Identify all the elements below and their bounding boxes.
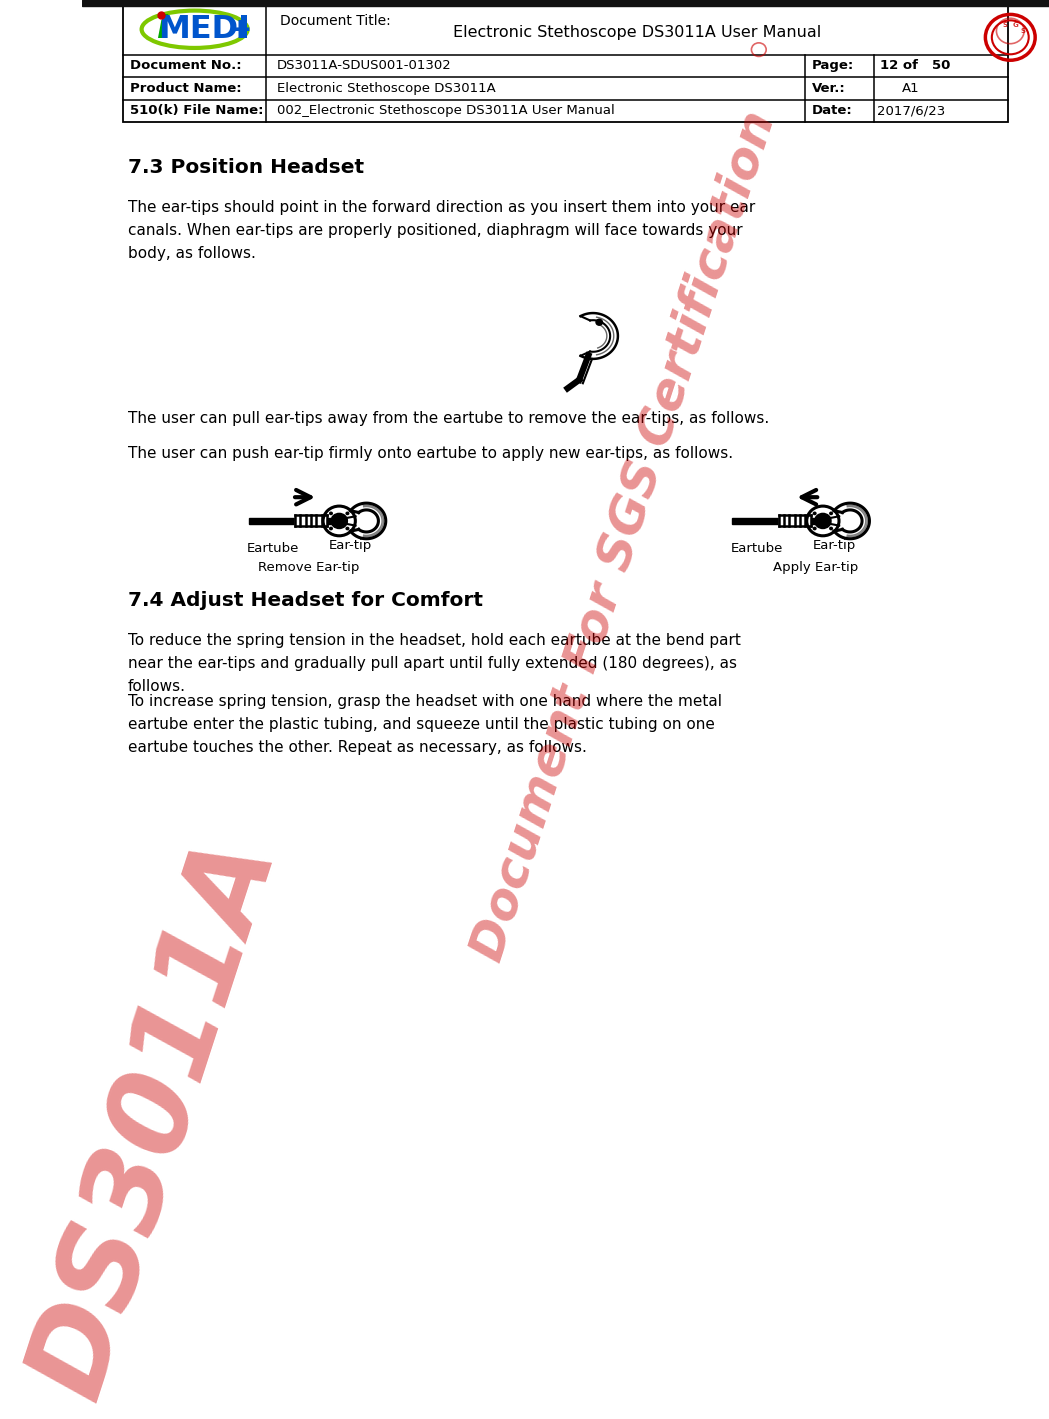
Text: The ear-tips should point in the forward direction as you insert them into your : The ear-tips should point in the forward… [128,200,755,261]
Circle shape [813,511,817,515]
Circle shape [829,511,833,515]
Text: G: G [1012,21,1018,28]
Text: DS3011A-SDUS001-01302: DS3011A-SDUS001-01302 [277,60,452,72]
Circle shape [329,511,333,515]
Text: Remove Ear-tip: Remove Ear-tip [258,561,360,573]
Text: Apply Ear-tip: Apply Ear-tip [773,561,858,573]
Text: Date:: Date: [812,105,853,118]
Text: Electronic Stethoscope DS3011A: Electronic Stethoscope DS3011A [277,82,496,95]
Text: The user can pull ear-tips away from the eartube to remove the ear-tips, as foll: The user can pull ear-tips away from the… [128,410,769,426]
Bar [732,518,778,524]
Bar [82,0,1049,6]
Text: Page:: Page: [812,60,854,72]
Circle shape [323,507,356,536]
Circle shape [345,511,349,515]
Text: Eartube: Eartube [247,542,299,555]
Text: Ver.:: Ver.: [812,82,845,95]
Text: Product Name:: Product Name: [130,82,241,95]
Text: +: + [228,16,253,44]
Bar [811,518,815,524]
Text: To increase spring tension, grasp the headset with one hand where the metal
eart: To increase spring tension, grasp the he… [128,694,722,755]
Text: 2017/6/23: 2017/6/23 [877,105,945,118]
Text: 510(k) File Name:: 510(k) File Name: [130,105,263,118]
Text: 7.3 Position Headset: 7.3 Position Headset [128,158,364,177]
Text: 50: 50 [932,60,950,72]
Text: Document For SGS Certification: Document For SGS Certification [463,105,784,966]
Bar [295,515,327,526]
Circle shape [596,319,602,325]
Bar [123,6,1007,122]
Circle shape [345,526,349,531]
Text: The user can push ear-tip firmly onto eartube to apply new ear-tips, as follows.: The user can push ear-tip firmly onto ea… [128,447,733,461]
Circle shape [829,526,833,531]
Text: i: i [156,14,167,45]
Text: S: S [1020,28,1025,34]
Text: Ear-tip: Ear-tip [812,539,856,552]
Circle shape [331,514,347,528]
Text: DS3011A: DS3011A [12,823,297,1410]
Bar [327,518,331,524]
Text: MEDI: MEDI [157,14,250,45]
Text: Ear-tip: Ear-tip [328,539,372,552]
Text: 7.4 Adjust Headset for Comfort: 7.4 Adjust Headset for Comfort [128,590,483,610]
Bar [778,515,811,526]
Text: Document Title:: Document Title: [280,14,390,28]
Text: 002_Electronic Stethoscope DS3011A User Manual: 002_Electronic Stethoscope DS3011A User … [277,105,615,118]
Circle shape [813,526,817,531]
Bar [249,518,295,524]
Text: Document No.:: Document No.: [130,60,241,72]
Text: A1: A1 [902,82,920,95]
Circle shape [807,507,839,536]
Circle shape [815,514,831,528]
Circle shape [329,526,333,531]
Text: To reduce the spring tension in the headset, hold each eartube at the bend part
: To reduce the spring tension in the head… [128,633,741,694]
Text: Electronic Stethoscope DS3011A User Manual: Electronic Stethoscope DS3011A User Manu… [453,26,821,40]
Text: Eartube: Eartube [730,542,783,555]
Text: 12 of: 12 of [880,60,923,72]
Text: S: S [1003,21,1008,28]
